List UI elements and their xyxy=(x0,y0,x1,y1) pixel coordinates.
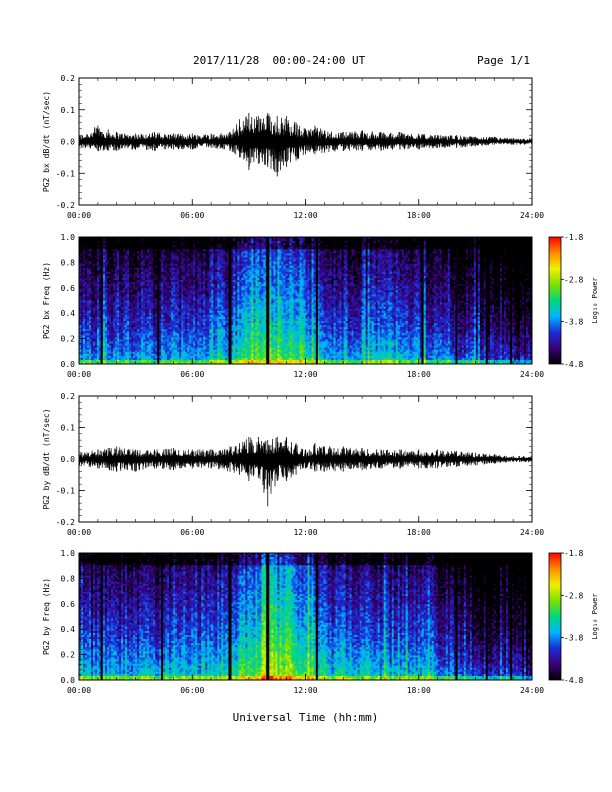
data-gap-line xyxy=(100,553,103,680)
y-axis-label: PG2 bx dB/dt (nT/sec) xyxy=(42,91,51,192)
x-tick-label: 18:00 xyxy=(407,686,431,695)
colorbar-tick-label: -1.8 xyxy=(564,233,583,242)
y-tick-label: 1.0 xyxy=(61,549,76,558)
data-gap-line xyxy=(266,237,270,364)
colorbar-tick-label: -4.8 xyxy=(564,360,583,369)
data-gap-line xyxy=(485,237,488,364)
plot-frame xyxy=(78,395,533,523)
x-tick-label: 12:00 xyxy=(293,528,317,537)
spectrogram-panel: -1.8 -2.8 -3.8 -4.8 Log₁₀ Power 00:00 06:00 12:… xyxy=(42,233,599,379)
y-tick-label: 0.2 xyxy=(61,651,76,660)
data-gap-line xyxy=(510,237,513,364)
colorbar-tick-label: -4.8 xyxy=(564,676,583,685)
y-tick-label: 0.0 xyxy=(61,455,76,464)
data-gap-line xyxy=(228,237,232,364)
x-tick-label: 24:00 xyxy=(520,686,544,695)
timeseries-panel: 00:00 06:00 12:00 18:00 24:00 0.2 0.1 0.0 -0.1 -0… xyxy=(42,392,544,537)
x-tick-label: 24:00 xyxy=(520,528,544,537)
y-tick-label: 0.4 xyxy=(61,309,76,318)
data-gap-line xyxy=(157,237,160,364)
colorbar-tick-label: -2.8 xyxy=(564,591,583,600)
x-tick-label: 12:00 xyxy=(293,370,317,379)
x-tick-label: 18:00 xyxy=(407,370,431,379)
y-axis-label: PG2 by dB/dt (nT/sec) xyxy=(42,408,51,509)
x-tick-label: 00:00 xyxy=(67,370,91,379)
x-tick-label: 06:00 xyxy=(180,211,204,220)
data-gap-line xyxy=(455,237,458,364)
data-gap-line xyxy=(315,237,318,364)
y-tick-label: -0.1 xyxy=(56,487,75,496)
x-tick-label: 06:00 xyxy=(180,370,204,379)
x-tick-label: 18:00 xyxy=(407,211,431,220)
y-tick-label: 0.6 xyxy=(61,600,76,609)
y-axis-label: PG2 bx Freq (Hz) xyxy=(42,262,51,339)
data-gap-line xyxy=(315,553,318,680)
x-tick-label: 00:00 xyxy=(67,686,91,695)
y-tick-label: 0.1 xyxy=(61,424,76,433)
x-tick-label: 00:00 xyxy=(67,528,91,537)
header-page-number: Page 1/1 xyxy=(477,54,530,67)
y-tick-label: 0.2 xyxy=(61,392,76,401)
y-tick-label: 0.6 xyxy=(61,284,76,293)
y-tick-label: -0.1 xyxy=(56,169,75,178)
y-tick-label: 0.2 xyxy=(61,74,76,83)
y-tick-label: 0.0 xyxy=(61,360,76,369)
data-gap-line xyxy=(455,553,458,680)
colorbar-tick-label: -3.8 xyxy=(564,318,583,327)
y-tick-label: 0.8 xyxy=(61,258,76,267)
spectrogram-panel: -1.8 -2.8 -3.8 -4.8 Log₁₀ Power 00:00 06:00 12:… xyxy=(42,549,599,695)
data-gap-line xyxy=(510,553,513,680)
colorbar xyxy=(548,552,562,681)
colorbar xyxy=(548,236,562,365)
y-tick-label: 0.2 xyxy=(61,335,76,344)
y-tick-label: -0.2 xyxy=(56,201,75,210)
timeseries-panel: 00:00 06:00 12:00 18:00 24:00 0.2 0.1 0.0 -0.1 -0… xyxy=(42,74,544,220)
data-gap-line xyxy=(100,237,103,364)
x-tick-label: 00:00 xyxy=(67,211,91,220)
data-gap-line xyxy=(266,553,270,680)
data-gap-line xyxy=(485,553,488,680)
x-tick-label: 24:00 xyxy=(520,211,544,220)
plot-frame xyxy=(78,236,533,365)
y-tick-label: 0.4 xyxy=(61,625,76,634)
y-tick-label: 0.1 xyxy=(61,106,76,115)
colorbar-label: Log₁₀ Power xyxy=(591,593,599,639)
colorbar-tick-label: -3.8 xyxy=(564,634,583,643)
header-date-range: 2017/11/28 00:00-24:00 UT xyxy=(193,54,365,67)
y-tick-label: 0.0 xyxy=(61,138,76,147)
x-tick-label: 18:00 xyxy=(407,528,431,537)
y-tick-label: -0.2 xyxy=(56,518,75,527)
y-axis-label: PG2 by Freq (Hz) xyxy=(42,578,51,655)
data-gap-line xyxy=(421,237,424,364)
plot-frame xyxy=(78,552,533,681)
x-tick-label: 12:00 xyxy=(293,686,317,695)
data-gap-line xyxy=(228,553,232,680)
y-tick-label: 1.0 xyxy=(61,233,76,242)
colorbar-label: Log₁₀ Power xyxy=(591,277,599,323)
colorbar-tick-label: -2.8 xyxy=(564,275,583,284)
x-tick-label: 24:00 xyxy=(520,370,544,379)
y-tick-label: 0.0 xyxy=(61,676,76,685)
x-tick-label: 06:00 xyxy=(180,528,204,537)
y-tick-label: 0.8 xyxy=(61,574,76,583)
x-tick-label: 12:00 xyxy=(293,211,317,220)
data-gap-line xyxy=(161,553,164,680)
colorbar-tick-label: -1.8 xyxy=(564,549,583,558)
x-axis-label: Universal Time (hh:mm) xyxy=(233,711,379,724)
x-tick-label: 06:00 xyxy=(180,686,204,695)
plot-frame xyxy=(78,77,533,206)
